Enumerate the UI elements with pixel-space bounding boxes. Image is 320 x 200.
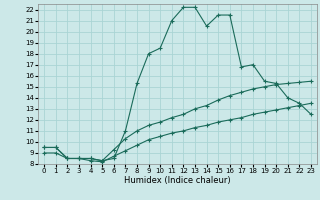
X-axis label: Humidex (Indice chaleur): Humidex (Indice chaleur) xyxy=(124,176,231,185)
